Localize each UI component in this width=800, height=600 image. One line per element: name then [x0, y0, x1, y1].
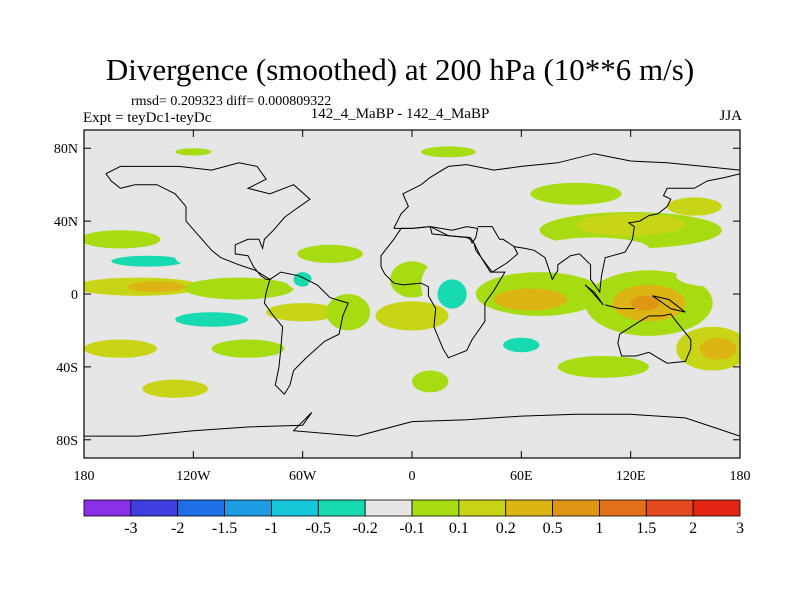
- colorbar-label: 2: [689, 520, 697, 537]
- colorbar-swatch: [130, 499, 179, 517]
- axis-ticks: 180 120W 60W 0 60E 120E 180 80N 40N 0 40S 80S: [54, 130, 751, 484]
- colorbar: -3 -2 -1.5 -1 -0.5 -0.2 -0.1 0.1 0.2 0.5 1 1.5 2 3: [83, 499, 744, 537]
- coastline: [617, 313, 692, 364]
- contour-region: [421, 146, 476, 158]
- coastline: [605, 304, 635, 310]
- x-tick-label: 60E: [510, 469, 533, 484]
- coastline: [584, 284, 604, 306]
- case-label: 142_4_MaBP - 142_4_MaBP: [310, 106, 490, 122]
- contour-region: [557, 355, 649, 378]
- colorbar-swatch: [505, 499, 553, 517]
- y-tick-label: 40S: [56, 361, 78, 376]
- contour-fill-layer: [84, 146, 740, 435]
- coastline: [105, 162, 311, 280]
- contour-region: [175, 312, 248, 327]
- contour-region: [452, 193, 482, 212]
- x-tick-label: 180: [730, 469, 751, 484]
- contour-region: [127, 281, 187, 293]
- contour-region: [311, 366, 403, 397]
- coastline: [84, 412, 740, 437]
- chart-title: Divergence (smoothed) at 200 hPa (10**6 …: [105, 52, 695, 87]
- contour-region: [308, 275, 352, 294]
- contour-region: [448, 383, 485, 406]
- colorbar-swatch: [458, 499, 507, 517]
- contour-region: [330, 146, 367, 158]
- contour-region: [84, 370, 139, 400]
- contour-region: [494, 288, 567, 311]
- x-tick-label: 0: [409, 469, 416, 484]
- contour-region: [326, 294, 371, 331]
- colorbar-swatch: [364, 499, 413, 517]
- contour-region: [412, 370, 449, 393]
- colorbar-label: -1.5: [212, 520, 237, 537]
- colorbar-label: -3: [124, 520, 137, 537]
- contour-region: [111, 255, 185, 267]
- contour-region: [699, 337, 737, 360]
- colorbar-swatch: [552, 499, 600, 517]
- coastline-layer: [84, 153, 740, 437]
- coastline: [652, 295, 686, 313]
- contour-region: [437, 279, 467, 309]
- contour-region: [370, 177, 400, 192]
- coastline: [263, 271, 349, 396]
- contour-region: [412, 228, 485, 251]
- contour-region: [375, 301, 449, 331]
- contour-region: [211, 339, 285, 358]
- y-tick-label: 40N: [54, 215, 78, 230]
- y-tick-label: 0: [71, 288, 78, 303]
- colorbar-swatch: [692, 499, 741, 517]
- colorbar-swatch: [317, 499, 366, 517]
- coastline: [473, 226, 519, 273]
- experiment-label: Expt = teyDc1-teyDc: [83, 110, 212, 126]
- colorbar-label: -2: [171, 520, 184, 537]
- x-tick-label: 180: [74, 469, 95, 484]
- stats-text: rmsd= 0.209323 diff= 0.000809322: [131, 94, 332, 109]
- colorbar-label: -1: [265, 520, 278, 537]
- contour-region: [503, 337, 540, 353]
- contour-region: [297, 244, 363, 264]
- colorbar-swatch: [271, 499, 319, 517]
- colorbar-swatch: [599, 499, 647, 517]
- colorbar-label: 0.5: [543, 520, 563, 537]
- contour-region: [676, 264, 740, 287]
- x-tick-label: 120E: [616, 469, 646, 484]
- colorbar-label: 1.5: [636, 520, 656, 537]
- colorbar-swatch: [645, 499, 694, 517]
- season-label: JJA: [719, 108, 742, 124]
- colorbar-label: 0.2: [496, 520, 516, 537]
- x-tick-label: 120W: [176, 469, 211, 484]
- coastline: [393, 153, 740, 229]
- x-tick-label: 60W: [289, 469, 317, 484]
- y-tick-label: 80S: [56, 434, 78, 449]
- contour-region: [266, 303, 340, 322]
- contour-region: [176, 423, 228, 435]
- y-tick-label: 80N: [54, 142, 78, 157]
- coastline: [513, 173, 740, 294]
- colorbar-label: -0.2: [352, 520, 377, 537]
- coastline: [380, 226, 506, 359]
- colorbar-swatch: [224, 499, 272, 517]
- contour-region: [84, 230, 161, 249]
- contour-region: [667, 197, 722, 216]
- contour-region: [530, 182, 622, 205]
- colorbar-label: 1: [595, 520, 603, 537]
- contour-region: [539, 237, 649, 260]
- contour-region: [393, 339, 467, 358]
- colorbar-label: 3: [736, 520, 744, 537]
- colorbar-swatch: [411, 499, 460, 517]
- contour-region: [142, 379, 208, 398]
- colorbar-swatch: [177, 499, 225, 517]
- contour-region: [175, 148, 212, 156]
- colorbar-label: -0.1: [399, 520, 424, 537]
- contour-region: [630, 295, 660, 311]
- colorbar-swatch: [83, 499, 132, 517]
- contour-region: [84, 310, 203, 333]
- colorbar-label: 0.1: [449, 520, 469, 537]
- contour-region: [84, 339, 157, 358]
- contour-region: [184, 277, 294, 300]
- contour-region: [339, 213, 449, 236]
- colorbar-label: -0.5: [306, 520, 331, 537]
